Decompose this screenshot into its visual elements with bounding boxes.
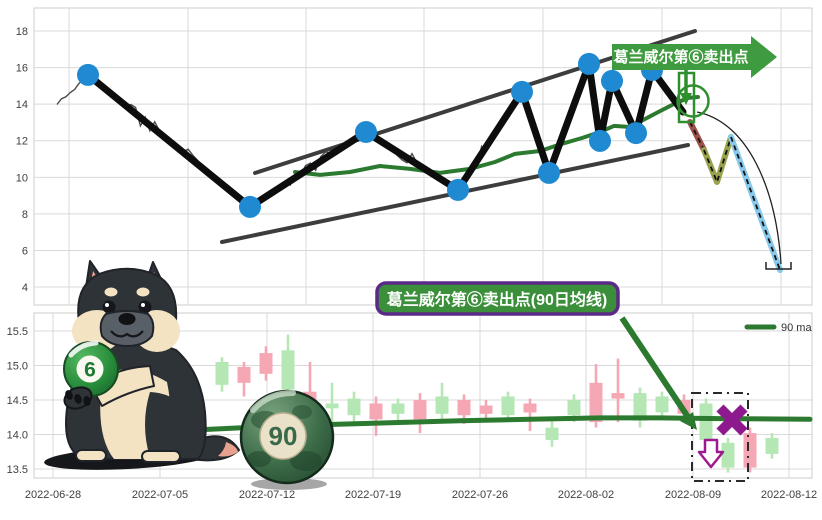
x-date-label: 2022-08-12 [761, 489, 817, 501]
ball-6-label: 6 [84, 359, 96, 382]
dog-muzzle [99, 310, 155, 347]
x-date-label: 2022-08-02 [558, 489, 614, 501]
y-tick-label: 12 [16, 136, 28, 148]
ma90-sell-banner-label: 葛兰威尔第⑥卖出点(90日均线) [387, 290, 607, 309]
y-tick-label: 10 [16, 172, 28, 184]
y-tick-label: 8 [22, 209, 28, 221]
candle-body [259, 353, 273, 374]
candle-body [655, 396, 669, 413]
dog-brow-dot [136, 287, 150, 297]
ma-line-top [293, 95, 700, 177]
x-marker-icon [716, 404, 748, 436]
candle-body [523, 403, 537, 413]
y-tick-label: 15.0 [7, 361, 28, 373]
dog-brow-dot [104, 287, 118, 297]
projection-forecast [687, 111, 792, 273]
x-date-label: 2022-07-19 [345, 489, 401, 501]
sell-point-box [676, 70, 710, 124]
y-tick-label: 14 [16, 99, 28, 111]
candle-body [413, 400, 427, 420]
candle-body [589, 382, 603, 423]
ma-line-bottom [147, 415, 813, 436]
y-tick-label: 13.5 [7, 464, 28, 476]
projection-arc [696, 111, 782, 265]
legend-ma-label: 90 ma [781, 322, 812, 334]
candle-body [435, 396, 449, 414]
candle-body [743, 433, 757, 468]
projection-end-bracket [765, 262, 792, 270]
ma-touch-arrow [619, 316, 697, 430]
candle-body [567, 400, 581, 416]
swing-point-dot [355, 121, 377, 143]
y-tick-label: 14.0 [7, 430, 28, 442]
legend: 90 ma [744, 322, 812, 334]
candle-body [699, 403, 713, 441]
swing-point-dot [625, 122, 647, 145]
ma-line-bottom-path [147, 415, 813, 436]
candle-body [721, 442, 735, 468]
x-date-label: 2022-07-26 [452, 489, 508, 501]
dog-nose [118, 313, 136, 325]
projection-dash [730, 136, 781, 271]
x-date-label: 2022-06-28 [25, 489, 81, 501]
billiard-ball-90: 90 [239, 389, 335, 490]
swing-point-dot [239, 195, 261, 218]
sell-signal-banner: 葛兰威尔第⑥卖出点 [612, 36, 777, 78]
candle-body [633, 393, 647, 421]
candle-body [545, 427, 559, 440]
candle-body [347, 398, 361, 416]
y-tick-label: 18 [16, 26, 28, 38]
candle-body [237, 366, 251, 383]
zigzag-swing-line [77, 52, 687, 218]
down-arrow-icon [697, 438, 725, 469]
breakdown-dashdot-box [691, 392, 749, 482]
candle-body [765, 438, 779, 454]
y-tick-label: 16 [16, 63, 28, 75]
candle-body [281, 350, 295, 390]
dog-front-leg [91, 365, 155, 407]
y-tick-label: 14.5 [7, 395, 28, 407]
dog-foot [75, 449, 107, 462]
candle-body [457, 400, 471, 416]
x-date-label: 2022-08-09 [665, 489, 721, 501]
ma-line-top-path [293, 95, 700, 177]
candle-body [325, 403, 339, 409]
candle-body [611, 393, 625, 399]
swing-point-dot [511, 80, 533, 103]
ma90-sell-banner: 葛兰威尔第⑥卖出点(90日均线) [375, 281, 620, 316]
dog-mouth [110, 330, 144, 338]
swing-point-dot [538, 161, 560, 184]
y-tick-label: 15.5 [7, 326, 28, 338]
sell-signal-banner-label: 葛兰威尔第⑥卖出点 [612, 48, 748, 66]
ball-90-label: 90 [269, 421, 298, 451]
swing-point-dot [447, 178, 469, 201]
swing-point-dot [601, 69, 623, 92]
projection-halo [687, 119, 707, 153]
projection-dash [703, 136, 732, 185]
candle-body [391, 403, 405, 414]
swing-point-dot [589, 129, 611, 152]
y-tick-label: 6 [22, 245, 28, 257]
dog-paw-toes [63, 386, 93, 410]
swing-point-dot [578, 52, 600, 75]
candle-body [215, 362, 229, 385]
x-date-label: 2022-07-05 [132, 489, 188, 501]
swing-point-dot [77, 63, 99, 86]
y-tick-label: 4 [22, 282, 28, 294]
dog-foot [141, 450, 181, 463]
x-date-label: 2022-07-12 [239, 489, 295, 501]
candle-body [369, 403, 383, 420]
candle-body [501, 396, 515, 416]
billiard-ball-6: 6 [63, 340, 119, 397]
candle-body [479, 405, 493, 414]
sell-point-circle [676, 84, 710, 118]
